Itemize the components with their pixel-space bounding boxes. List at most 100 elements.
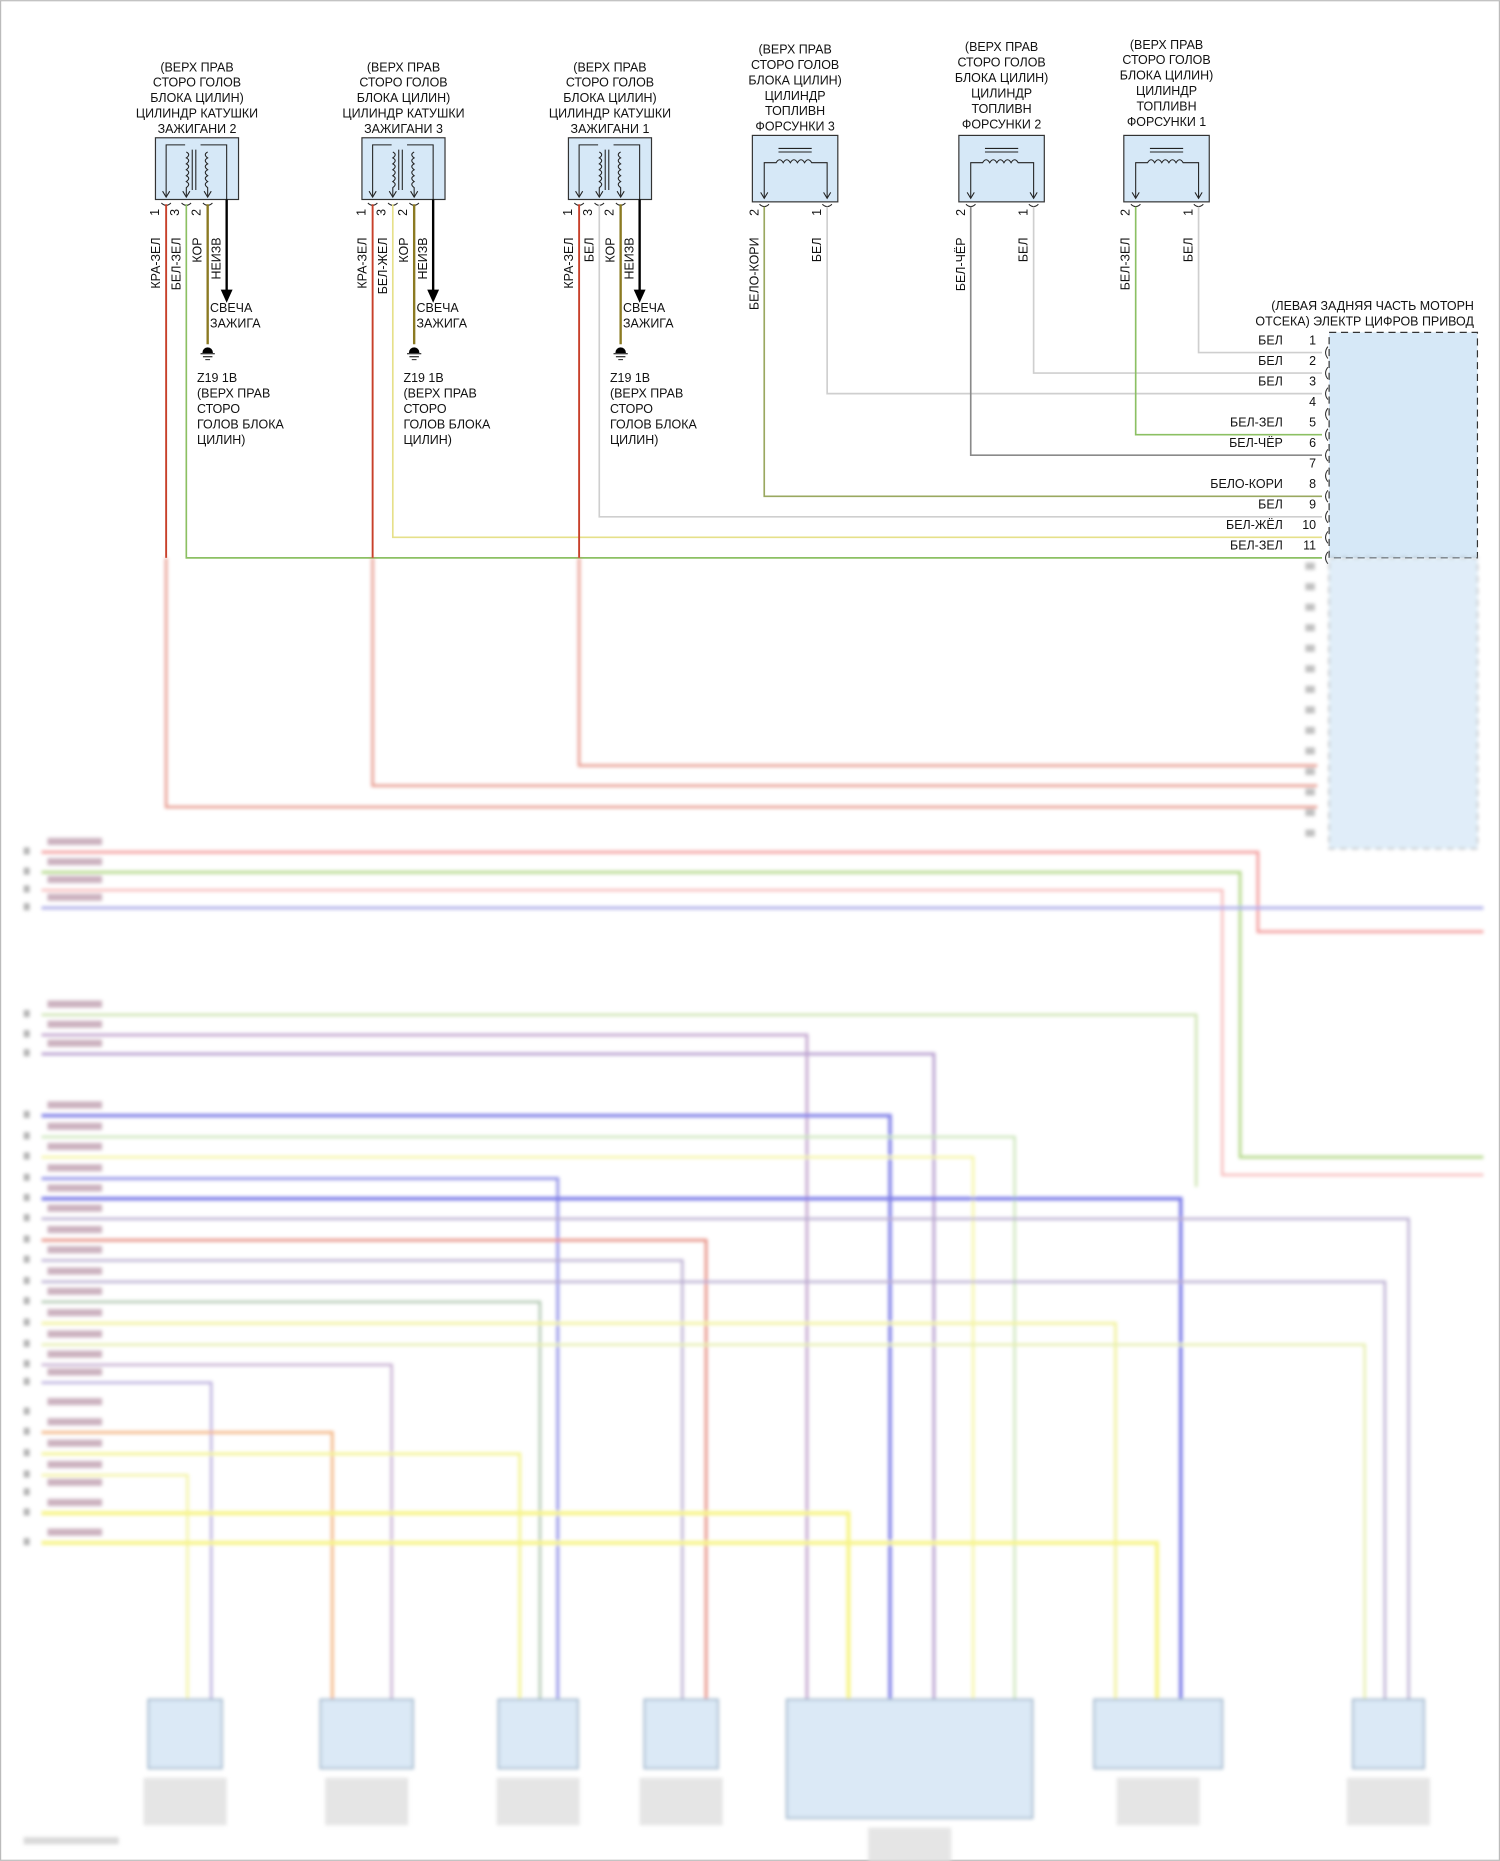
ecu-pin-number: 6 (1309, 436, 1316, 450)
blurred-wire-label (47, 1225, 103, 1234)
spark-plug-label: СВЕЧА (210, 301, 253, 315)
blurred-wire (41, 1155, 975, 1709)
wire-БЕЛ (1197, 206, 1322, 354)
ecu-title-line: (ЛЕВАЯ ЗАДНЯЯ ЧАСТЬ МОТОРН (1271, 299, 1474, 313)
wire-label: КОР (604, 237, 618, 262)
coil-title-line: (ВЕРХ ПРАВ (160, 60, 233, 74)
ecu-pin-number: 2 (1309, 354, 1316, 368)
injector-title-line: БЛОКА ЦИЛИН) (748, 73, 841, 87)
blurred-component (147, 1698, 223, 1770)
blurred-wire-label (47, 1039, 103, 1047)
wire-label: БЕЛО-КОРИ (747, 237, 761, 310)
injector-title-line: БЛОКА ЦИЛИН) (955, 71, 1048, 85)
blurred-wire (41, 1135, 1016, 1709)
wire-БЕЛ-ЧЁР (969, 206, 1322, 457)
ecu-pin-socket-icon (1325, 346, 1329, 359)
coil-title-line: БЛОКА ЦИЛИН) (150, 91, 243, 105)
blurred-pin-number (1305, 562, 1315, 570)
blurred-wire-label (47, 1184, 103, 1192)
ground-label: Z19 1B (197, 371, 237, 385)
wire-БЕЛ (1032, 206, 1322, 374)
coil-box (361, 137, 446, 201)
injector-title-line: ТОПЛИВН (1136, 99, 1196, 113)
blurred-wire-label (47, 893, 103, 901)
blurred-wire (41, 1052, 936, 1709)
injector-box (958, 134, 1045, 203)
wire-label: КОР (397, 237, 411, 262)
ecu-pin-socket-icon (1325, 551, 1329, 565)
blurred-wire (41, 1217, 1410, 1709)
injector-title-line: (ВЕРХ ПРАВ (965, 40, 1038, 54)
blurred-pin-number (23, 1470, 30, 1478)
pin-number: 2 (954, 209, 968, 216)
blurred-component-label (1116, 1777, 1200, 1826)
pin-number: 2 (396, 209, 410, 216)
pin-number: 3 (581, 209, 595, 216)
blurred-wire (41, 1474, 189, 1709)
blurred-pin-number (1305, 603, 1315, 611)
wire-БЕЛ (826, 206, 1322, 395)
blurred-wire (41, 1259, 684, 1709)
blurred-pin-number (23, 1152, 30, 1160)
ecu-pin-number: 1 (1309, 333, 1316, 347)
blurred-wire (41, 1321, 1117, 1709)
ignition-coil-symbol (578, 144, 641, 200)
blurred-pin-number (23, 1427, 30, 1435)
injector-title-line: СТОРО ГОЛОВ (1122, 53, 1210, 67)
blurred-wire (41, 1431, 334, 1709)
blurred-wire (41, 1177, 560, 1709)
ground-label: ЦИЛИН) (403, 433, 451, 447)
spark-plug-label: ЗАЖИГА (417, 317, 468, 331)
ecu-box-continuation (1328, 557, 1479, 850)
ecu-pin-socket-icon (1325, 531, 1329, 544)
blurred-wire-label (47, 1350, 103, 1358)
blurred-pin-number (23, 1449, 30, 1457)
blurred-component-label (496, 1777, 580, 1826)
ground-label: Z19 1B (403, 371, 443, 385)
ecu-pin-socket-icon (1325, 366, 1329, 380)
blurred-wire (41, 1511, 851, 1709)
wire-label: НЕИЗВ (623, 237, 637, 279)
spark-plug-label: СВЕЧА (623, 301, 666, 315)
blurred-wire-label (47, 1460, 103, 1469)
wire-label: КРА-ЗЕЛ (562, 237, 576, 288)
blurred-wire-label (47, 1020, 103, 1028)
blurred-wire-label (47, 1368, 103, 1376)
ground-label: ЦИЛИН) (610, 433, 658, 447)
ground-label: ГОЛОВ БЛОКА (610, 418, 698, 432)
injector-title-line: БЛОКА ЦИЛИН) (1120, 69, 1213, 83)
ecu-pin-wire-label: БЕЛ-ЗЕЛ (1230, 539, 1283, 553)
wire-БЕЛ-ЗЕЛ (185, 204, 1322, 559)
blurred-wire-label (47, 837, 103, 846)
coil-title-line: (ВЕРХ ПРАВ (367, 60, 440, 74)
wire-label: НЕИЗВ (416, 237, 430, 279)
wire-continuation (577, 557, 1318, 767)
blurred-component (319, 1698, 414, 1770)
ground-label: Z19 1B (610, 371, 650, 385)
wire-label: КРА-ЗЕЛ (356, 237, 370, 288)
injector-title-line: ФОРСУНКИ 2 (962, 117, 1041, 131)
blurred-wire-label (47, 1246, 103, 1254)
blurred-pin-number (23, 1277, 30, 1285)
ground-label: (ВЕРХ ПРАВ (610, 387, 683, 401)
blurred-pin-number (1305, 644, 1315, 652)
blurred-pin-number (23, 1318, 30, 1326)
blurred-wire-label (47, 1309, 103, 1317)
pin-number: 2 (603, 209, 617, 216)
blurred-component (643, 1698, 719, 1770)
ecu-pin-number: 7 (1309, 456, 1316, 470)
ecu-pin-socket-icon (1325, 387, 1329, 400)
coil-box (154, 137, 240, 201)
blurred-pin-number (23, 885, 30, 893)
blurred-section (23, 557, 1484, 1861)
blurred-wire (41, 1540, 1160, 1709)
pin-number: 1 (1017, 209, 1031, 216)
injector-title-line: ТОПЛИВН (765, 104, 825, 118)
blurred-pin-number (1305, 726, 1315, 734)
injector-title-line: СТОРО ГОЛОВ (751, 58, 839, 72)
blurred-wire (41, 1343, 1366, 1709)
blurred-component (1351, 1698, 1425, 1770)
blurred-wire (41, 850, 1484, 934)
